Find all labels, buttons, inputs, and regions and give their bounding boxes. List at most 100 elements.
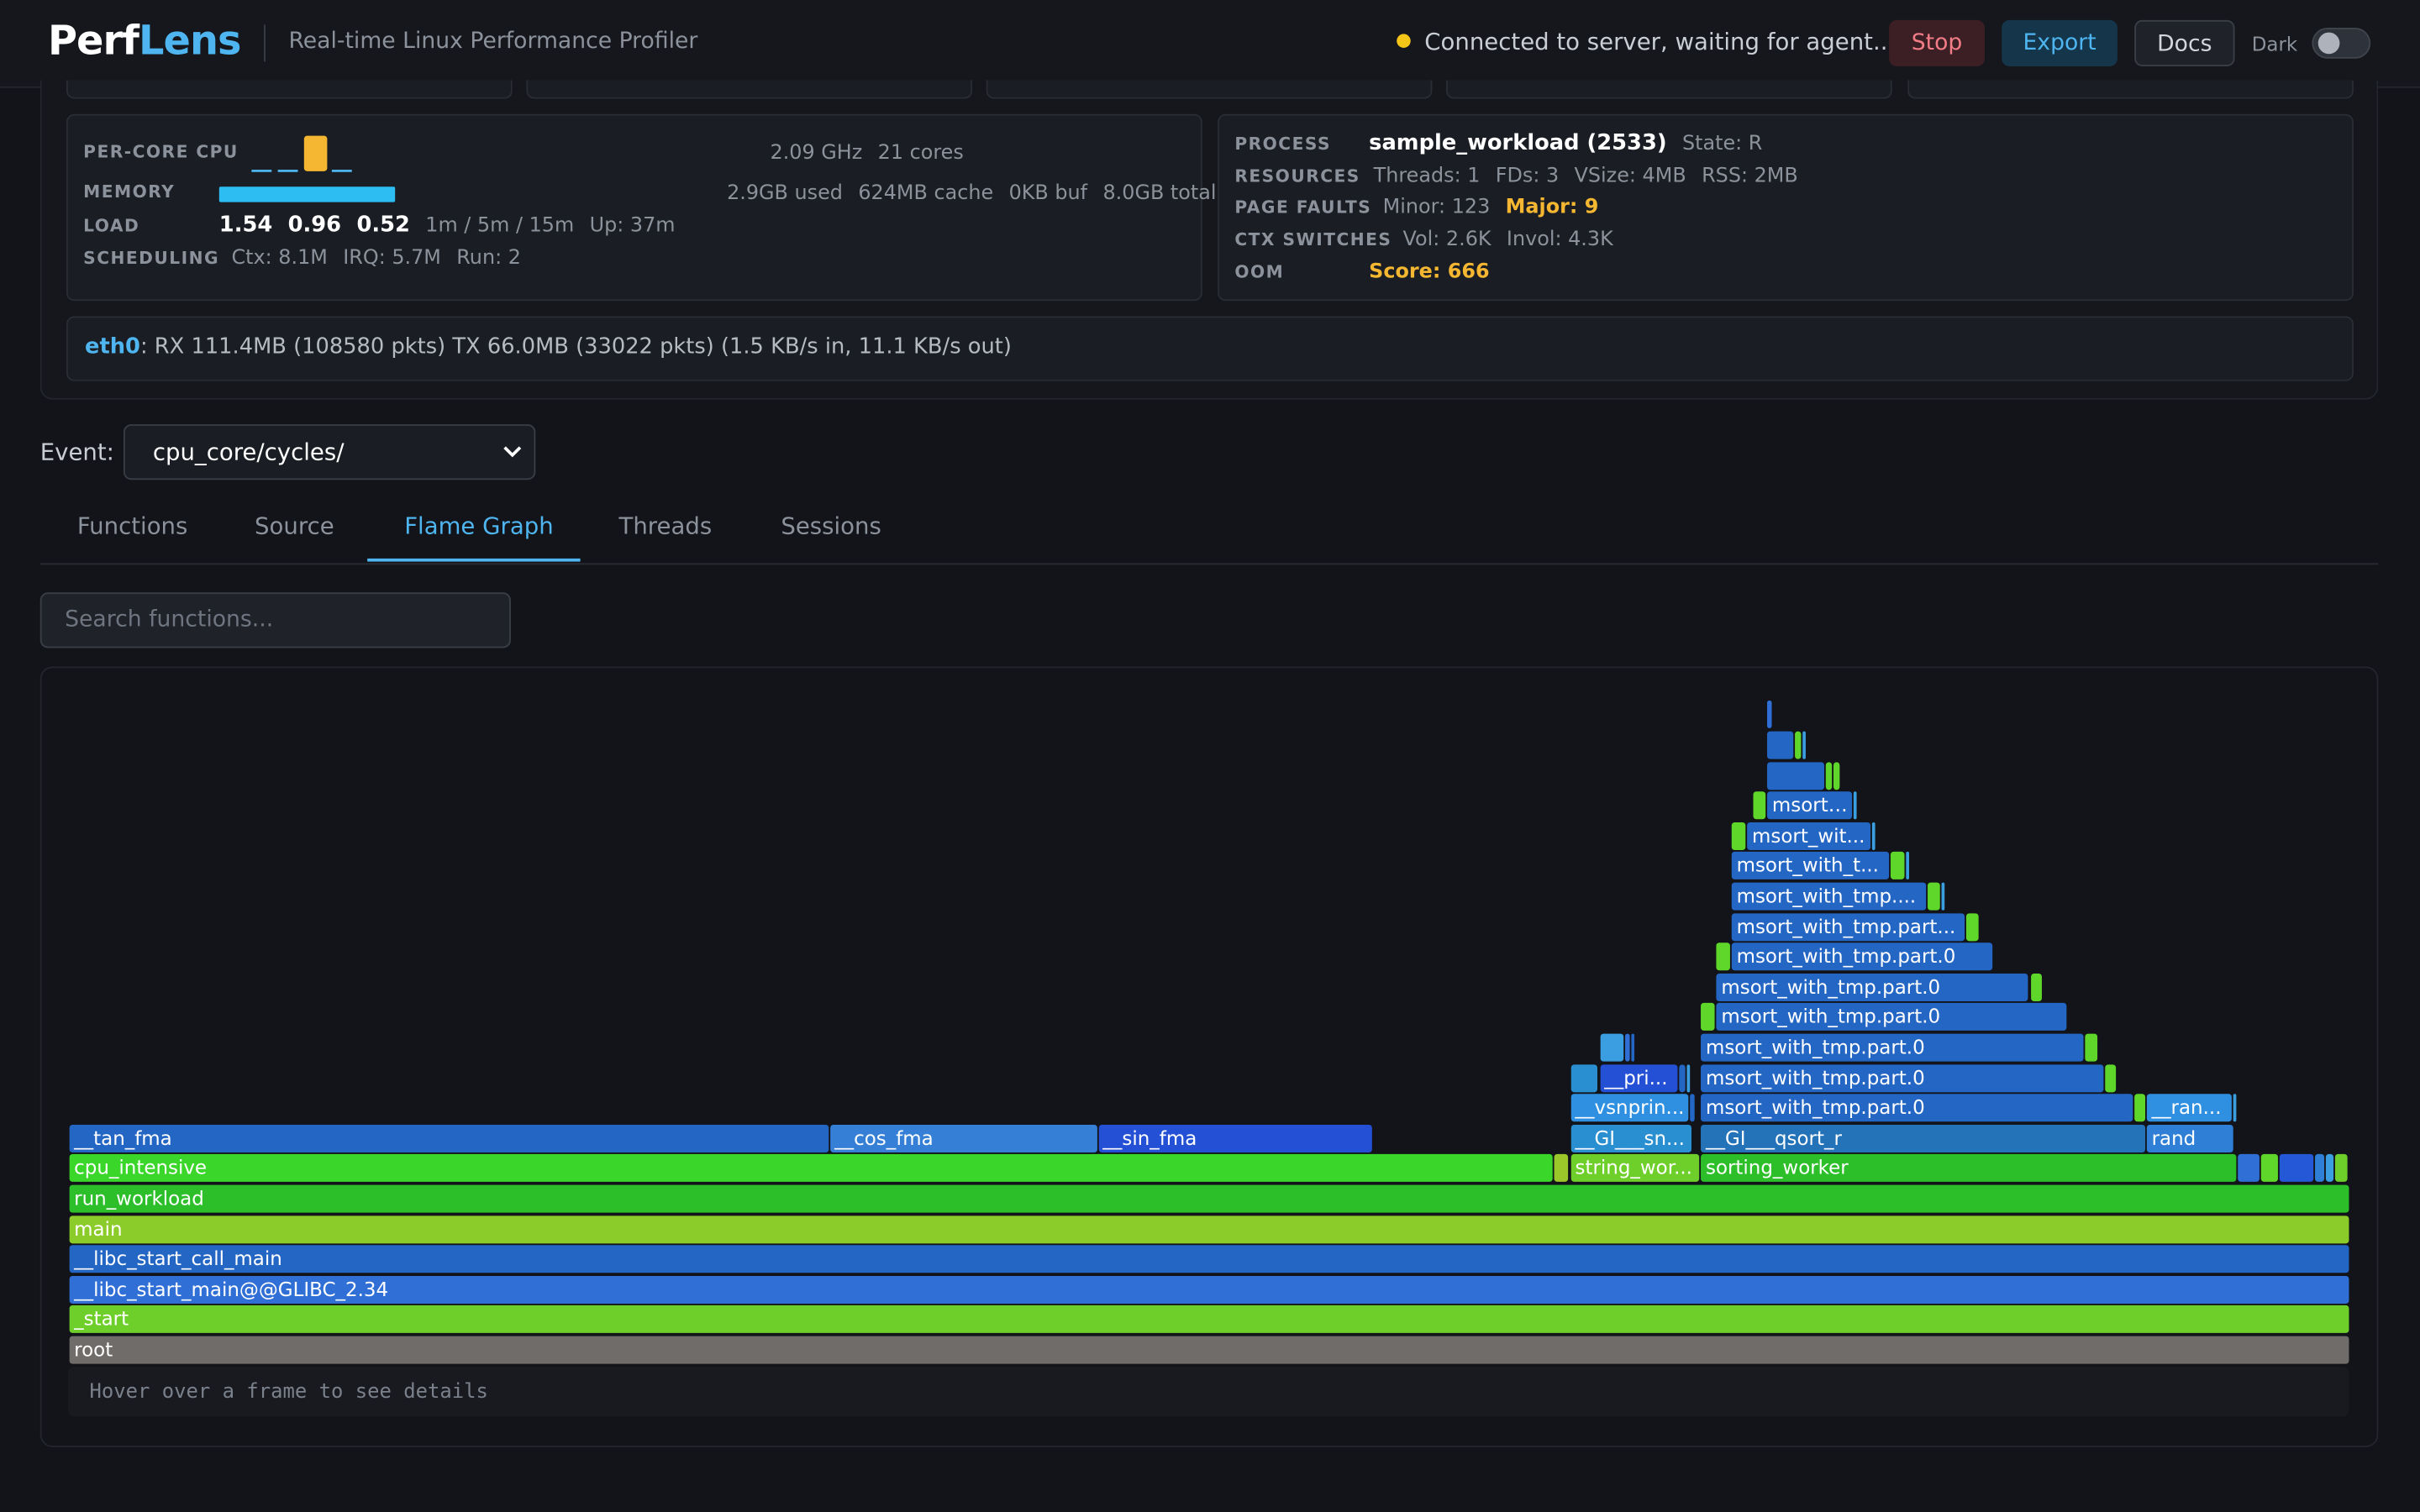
flame-frame[interactable]: __tan_fma [69, 1124, 829, 1152]
flame-frame[interactable] [2030, 973, 2043, 1001]
flame-frame[interactable]: msort_with_tmp.part.0 [1716, 1003, 2066, 1032]
dark-mode-toggle[interactable] [2312, 28, 2371, 59]
logo-perf: Perf [47, 18, 139, 66]
flame-frame[interactable] [1553, 1154, 1569, 1183]
toggle-knob [2317, 32, 2340, 55]
irq-count: IRQ: 5.7M [343, 246, 441, 270]
stop-button[interactable]: Stop [1889, 19, 1985, 66]
logo-lens: Lens [138, 18, 241, 66]
flame-frame[interactable] [2315, 1154, 2325, 1183]
flame-frame[interactable] [1687, 1063, 1691, 1092]
cpu-freq-cores: 2.09 GHz 21 cores [771, 142, 964, 165]
flame-frame[interactable] [1826, 761, 1833, 790]
load-values: 1.54 0.96 0.52 1m / 5m / 15m Up: 37m [219, 213, 676, 237]
flame-frame[interactable] [1905, 852, 1909, 880]
flame-frame[interactable]: rand [2147, 1124, 2233, 1152]
export-button[interactable]: Export [2002, 19, 2118, 66]
view-tabs: Functions Source Flame Graph Threads Ses… [39, 494, 2379, 565]
flame-frame[interactable]: msort_with_tmp.part.0 [1701, 1094, 2133, 1122]
flame-frame[interactable] [1632, 1033, 1635, 1062]
flame-frame[interactable]: msort_with_tmp.part.0 [1701, 1033, 2085, 1062]
threads: Threads: 1 [1373, 165, 1481, 189]
flame-frame[interactable]: __GI___qsort_r [1701, 1124, 2146, 1152]
flame-frame[interactable] [1716, 942, 1731, 971]
flame-frame[interactable] [2233, 1094, 2237, 1122]
flame-frame[interactable] [2334, 1154, 2348, 1183]
flame-frame[interactable] [1679, 1063, 1686, 1092]
scheduling-label: SCHEDULING [83, 248, 220, 269]
flame-frame[interactable]: msort_... [1767, 791, 1853, 820]
tab-sessions[interactable]: Sessions [781, 512, 881, 540]
process-info: sample_workload (2533) State: R [1369, 131, 1762, 155]
flame-frame[interactable] [1802, 731, 1807, 759]
tab-flame-graph[interactable]: Flame Graph [404, 512, 554, 540]
flame-frame[interactable] [1732, 822, 1746, 850]
ctx-switches-label: CTX SWITCHES [1234, 229, 1392, 250]
flame-frame[interactable] [1767, 761, 1825, 790]
flame-frame[interactable]: main [69, 1215, 2349, 1243]
docs-button[interactable]: Docs [2134, 19, 2235, 66]
flame-frame[interactable]: __libc_start_main@@GLIBC_2.34 [69, 1275, 2349, 1304]
flame-frame[interactable]: cpu_intensive [69, 1154, 1553, 1183]
flame-frame[interactable]: msort_with_tmp.... [1732, 882, 1926, 911]
flame-frame[interactable] [2325, 1154, 2333, 1183]
flame-frame[interactable]: __vsnprin... [1570, 1094, 1689, 1122]
process-state: State: R [1681, 132, 1763, 156]
flame-frame[interactable] [2238, 1154, 2260, 1183]
flame-frame[interactable]: __pri... [1599, 1063, 1679, 1092]
flame-frame[interactable]: __sin_fma [1097, 1124, 1371, 1152]
flame-frame[interactable] [1767, 731, 1794, 759]
load-15m: 0.52 [356, 213, 410, 238]
flame-frame[interactable] [1753, 791, 1766, 820]
flame-frame[interactable]: __cos_fma [829, 1124, 1097, 1152]
flame-frame[interactable] [1570, 1063, 1598, 1092]
tab-functions[interactable]: Functions [76, 512, 188, 540]
flame-frame[interactable] [2279, 1154, 2314, 1183]
flame-frame[interactable] [1767, 701, 1773, 729]
flame-frame[interactable] [1795, 731, 1802, 759]
flame-frame[interactable]: string_wor... [1570, 1154, 1700, 1183]
tab-source[interactable]: Source [255, 512, 334, 540]
flame-frame[interactable] [1965, 912, 1978, 941]
flame-frame[interactable] [2134, 1094, 2146, 1122]
flame-frame[interactable] [2260, 1154, 2278, 1183]
flame-frame[interactable] [1890, 852, 1904, 880]
flame-frame[interactable] [1871, 822, 1876, 850]
flame-frame[interactable] [1854, 791, 1857, 820]
minor-faults: Minor: 123 [1382, 196, 1491, 219]
stat-card-stub [66, 80, 513, 99]
run-queue: Run: 2 [456, 246, 521, 270]
flame-frame[interactable] [1927, 882, 1939, 911]
logo[interactable]: PerfLens [47, 18, 242, 66]
flame-frame[interactable] [1701, 1003, 1716, 1032]
flame-frame[interactable]: root [69, 1336, 2349, 1364]
scheduling-stats: Ctx: 8.1M IRQ: 5.7M Run: 2 [232, 247, 521, 270]
flame-frame[interactable]: __ran... [2147, 1094, 2232, 1122]
tab-threads[interactable]: Threads [618, 512, 713, 540]
flame-frame[interactable]: msort_with_t... [1732, 852, 1889, 880]
search-input[interactable] [39, 592, 511, 648]
flame-frame[interactable] [1940, 882, 1944, 911]
memory-stats: 2.9GB used 624MB cache 0KB buf 8.0GB total [727, 182, 1216, 206]
memory-bar [218, 186, 396, 202]
flame-frame[interactable]: msort_with_tmp.part.0 [1701, 1063, 2104, 1092]
flame-frame[interactable] [1690, 1094, 1696, 1122]
flame-frame[interactable]: msort_wit... [1747, 822, 1871, 850]
flame-frame[interactable] [1625, 1033, 1631, 1062]
uptime: Up: 37m [589, 214, 676, 238]
flame-frame[interactable]: __GI___sn... [1570, 1124, 1692, 1152]
flame-frame[interactable]: _start [69, 1305, 2349, 1334]
flame-frame[interactable] [1833, 761, 1840, 790]
flame-frame[interactable] [1599, 1033, 1625, 1062]
flame-frame[interactable]: sorting_worker [1701, 1154, 2237, 1183]
flame-frame[interactable]: msort_with_tmp.part.0 [1716, 973, 2029, 1001]
event-select[interactable]: cpu_core/cycles/ [123, 424, 536, 480]
flame-frame[interactable] [2105, 1063, 2117, 1092]
flame-frame[interactable]: msort_with_tmp.part.0 [1732, 942, 1992, 971]
flame-frame[interactable]: msort_with_tmp.part... [1732, 912, 1965, 941]
network-stats: eth0: RX 111.4MB (108580 pkts) TX 66.0MB… [85, 335, 1012, 360]
flame-frame[interactable]: run_workload [69, 1184, 2349, 1213]
per-core-cpu-label: PER-CORE CPU [83, 141, 239, 162]
flame-frame[interactable]: __libc_start_call_main [69, 1245, 2349, 1273]
flame-frame[interactable] [2086, 1033, 2098, 1062]
